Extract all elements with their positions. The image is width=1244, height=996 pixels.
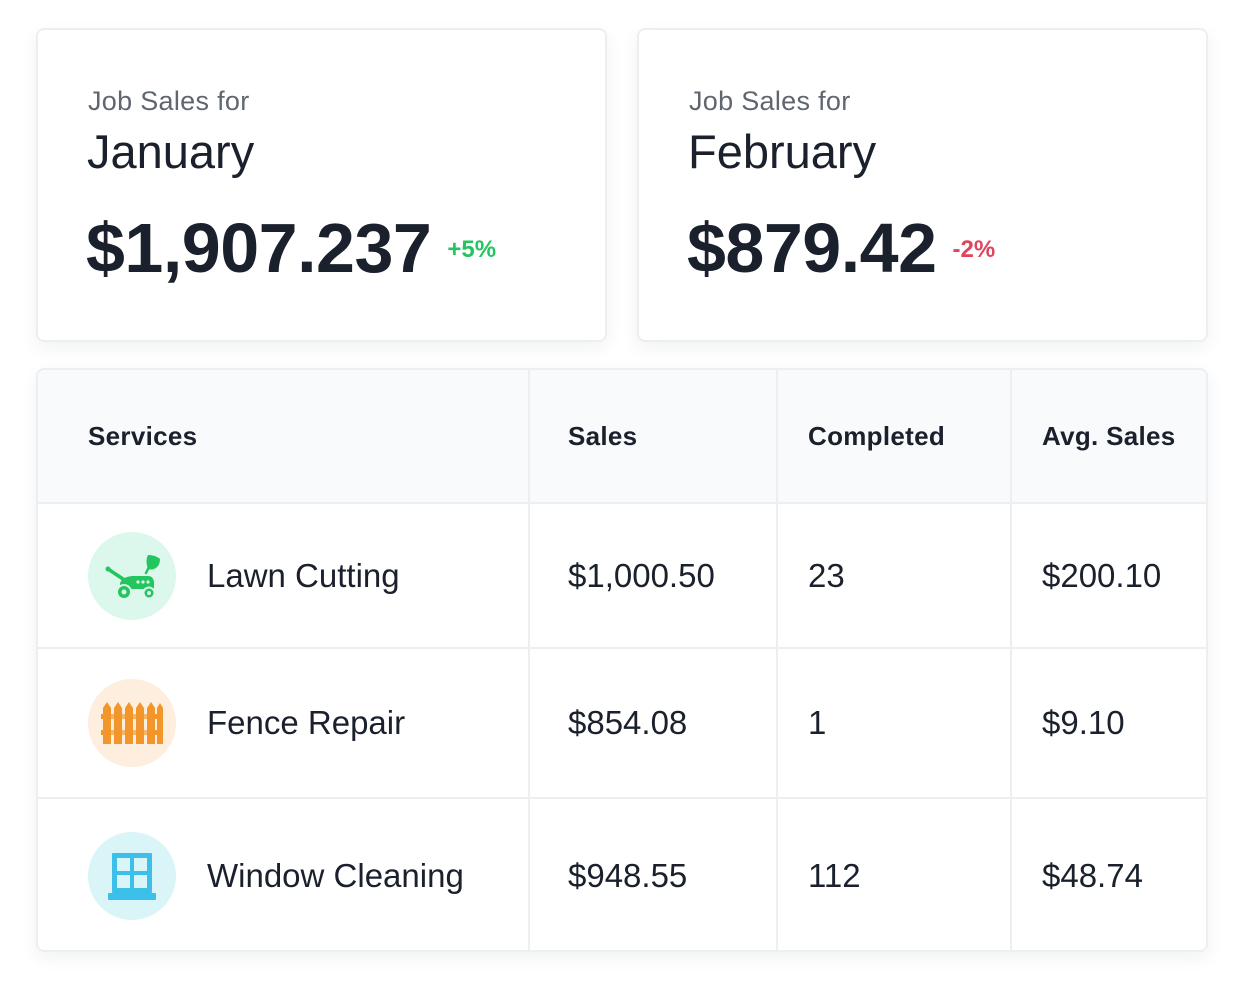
fence-icon: [88, 679, 176, 767]
completed-value: 23: [808, 556, 845, 594]
completed-cell: 23: [778, 504, 1012, 647]
card-amount-row: $879.42 -2%: [687, 208, 995, 288]
sales-cell: $854.08: [530, 649, 778, 797]
card-month: January: [87, 125, 255, 178]
sales-cell: $948.55: [530, 799, 778, 950]
service-cell: Fence Repair: [38, 649, 530, 797]
header-label: Sales: [568, 420, 638, 451]
table-row[interactable]: Window Cleaning $948.55 112 $48.74: [38, 799, 1206, 950]
sales-card-february: Job Sales for February $879.42 -2%: [637, 28, 1208, 342]
completed-value: 1: [808, 704, 827, 741]
completed-cell: 1: [778, 649, 1012, 797]
card-change-badge: +5%: [447, 236, 497, 263]
service-cell: Lawn Cutting: [38, 504, 530, 647]
header-label: Avg. Sales: [1042, 420, 1176, 451]
sales-card-january: Job Sales for January $1,907.237 +5%: [36, 28, 607, 342]
card-month: February: [688, 125, 877, 178]
service-name: Lawn Cutting: [207, 556, 400, 594]
header-cell-avg-sales[interactable]: Avg. Sales: [1012, 370, 1206, 502]
avg-sales-cell: $9.10: [1012, 649, 1206, 797]
avg-sales-cell: $200.10: [1012, 504, 1206, 647]
avg-sales-value: $200.10: [1042, 556, 1162, 594]
lawn-mower-icon: [88, 531, 176, 620]
header-label: Services: [88, 420, 198, 451]
table-row[interactable]: Fence Repair $854.08 1 $9.10: [38, 649, 1206, 799]
card-amount: $1,907.237: [86, 209, 432, 287]
header-cell-services[interactable]: Services: [38, 370, 530, 502]
avg-sales-value: $48.74: [1042, 856, 1143, 894]
header-cell-sales[interactable]: Sales: [530, 370, 778, 502]
sales-value: $854.08: [568, 704, 688, 741]
header-label: Completed: [808, 420, 946, 451]
service-name: Window Cleaning: [207, 856, 464, 894]
card-caption: Job Sales for: [689, 86, 851, 116]
sales-value: $948.55: [568, 856, 688, 894]
window-icon: [88, 831, 176, 920]
card-caption: Job Sales for: [88, 86, 250, 116]
header-cell-completed[interactable]: Completed: [778, 370, 1012, 502]
table-header-row: Services Sales Completed Avg. Sales: [38, 370, 1206, 504]
card-amount: $879.42: [687, 209, 937, 287]
card-change-badge: -2%: [952, 236, 996, 263]
services-table: Services Sales Completed Avg. Sales: [36, 368, 1208, 952]
completed-value: 112: [808, 856, 861, 894]
avg-sales-value: $9.10: [1042, 704, 1125, 741]
table-row[interactable]: Lawn Cutting $1,000.50 23 $200.10: [38, 504, 1206, 649]
service-name: Fence Repair: [207, 704, 406, 741]
sales-value: $1,000.50: [568, 556, 715, 594]
card-amount-row: $1,907.237 +5%: [86, 208, 496, 288]
sales-cell: $1,000.50: [530, 504, 778, 647]
completed-cell: 112: [778, 799, 1012, 950]
service-cell: Window Cleaning: [38, 799, 530, 950]
avg-sales-cell: $48.74: [1012, 799, 1206, 950]
